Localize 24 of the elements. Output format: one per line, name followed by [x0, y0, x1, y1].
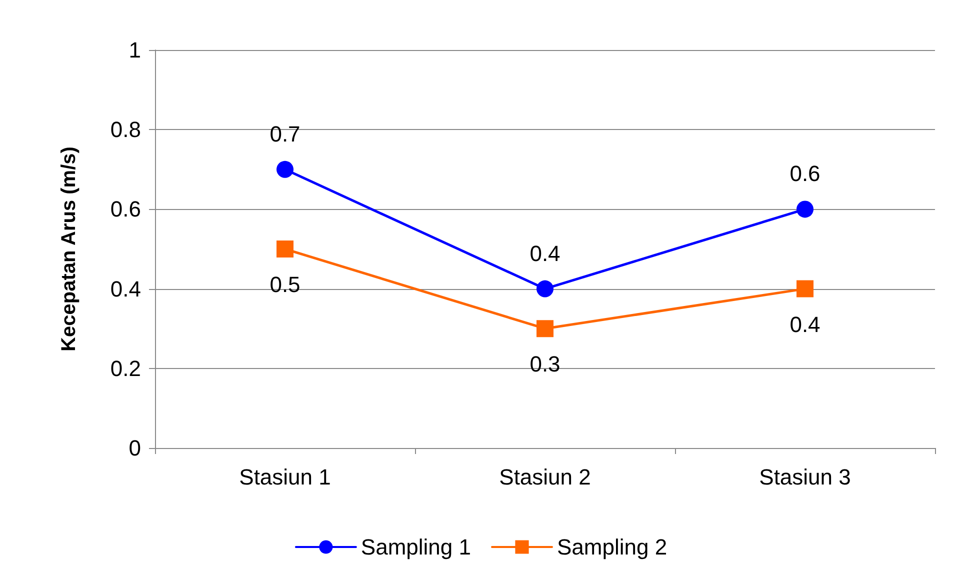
data-label: 0.4: [530, 240, 560, 266]
point: [796, 280, 814, 298]
data-label: 0.5: [270, 272, 300, 297]
point: [276, 240, 294, 258]
y-tick-label: 0.2: [110, 356, 141, 381]
point: [536, 320, 554, 338]
y-axis-title: Kecepatan Arus (m/s): [58, 146, 80, 352]
y-tick-label: 0: [128, 436, 141, 460]
x-tick-label: Stasiun 1: [239, 464, 331, 490]
y-tick-label: 0.8: [110, 117, 141, 142]
legend-label: Sampling 2: [557, 534, 668, 560]
data-label: 0.4: [790, 312, 820, 337]
point: [276, 160, 294, 178]
x-tick-label: Stasiun 2: [499, 464, 591, 490]
data-label: 0.7: [270, 121, 300, 146]
data-label: 0.3: [530, 352, 560, 377]
y-tick-label: 1: [128, 38, 141, 62]
x-tick-label: Stasiun 3: [759, 464, 851, 490]
data-label: 0.6: [790, 161, 820, 186]
point: [536, 280, 554, 298]
y-tick-label: 0.4: [110, 276, 141, 302]
y-tick-label: 0.6: [110, 196, 141, 222]
legend-label: Sampling 1: [360, 534, 472, 560]
point: [796, 200, 814, 218]
